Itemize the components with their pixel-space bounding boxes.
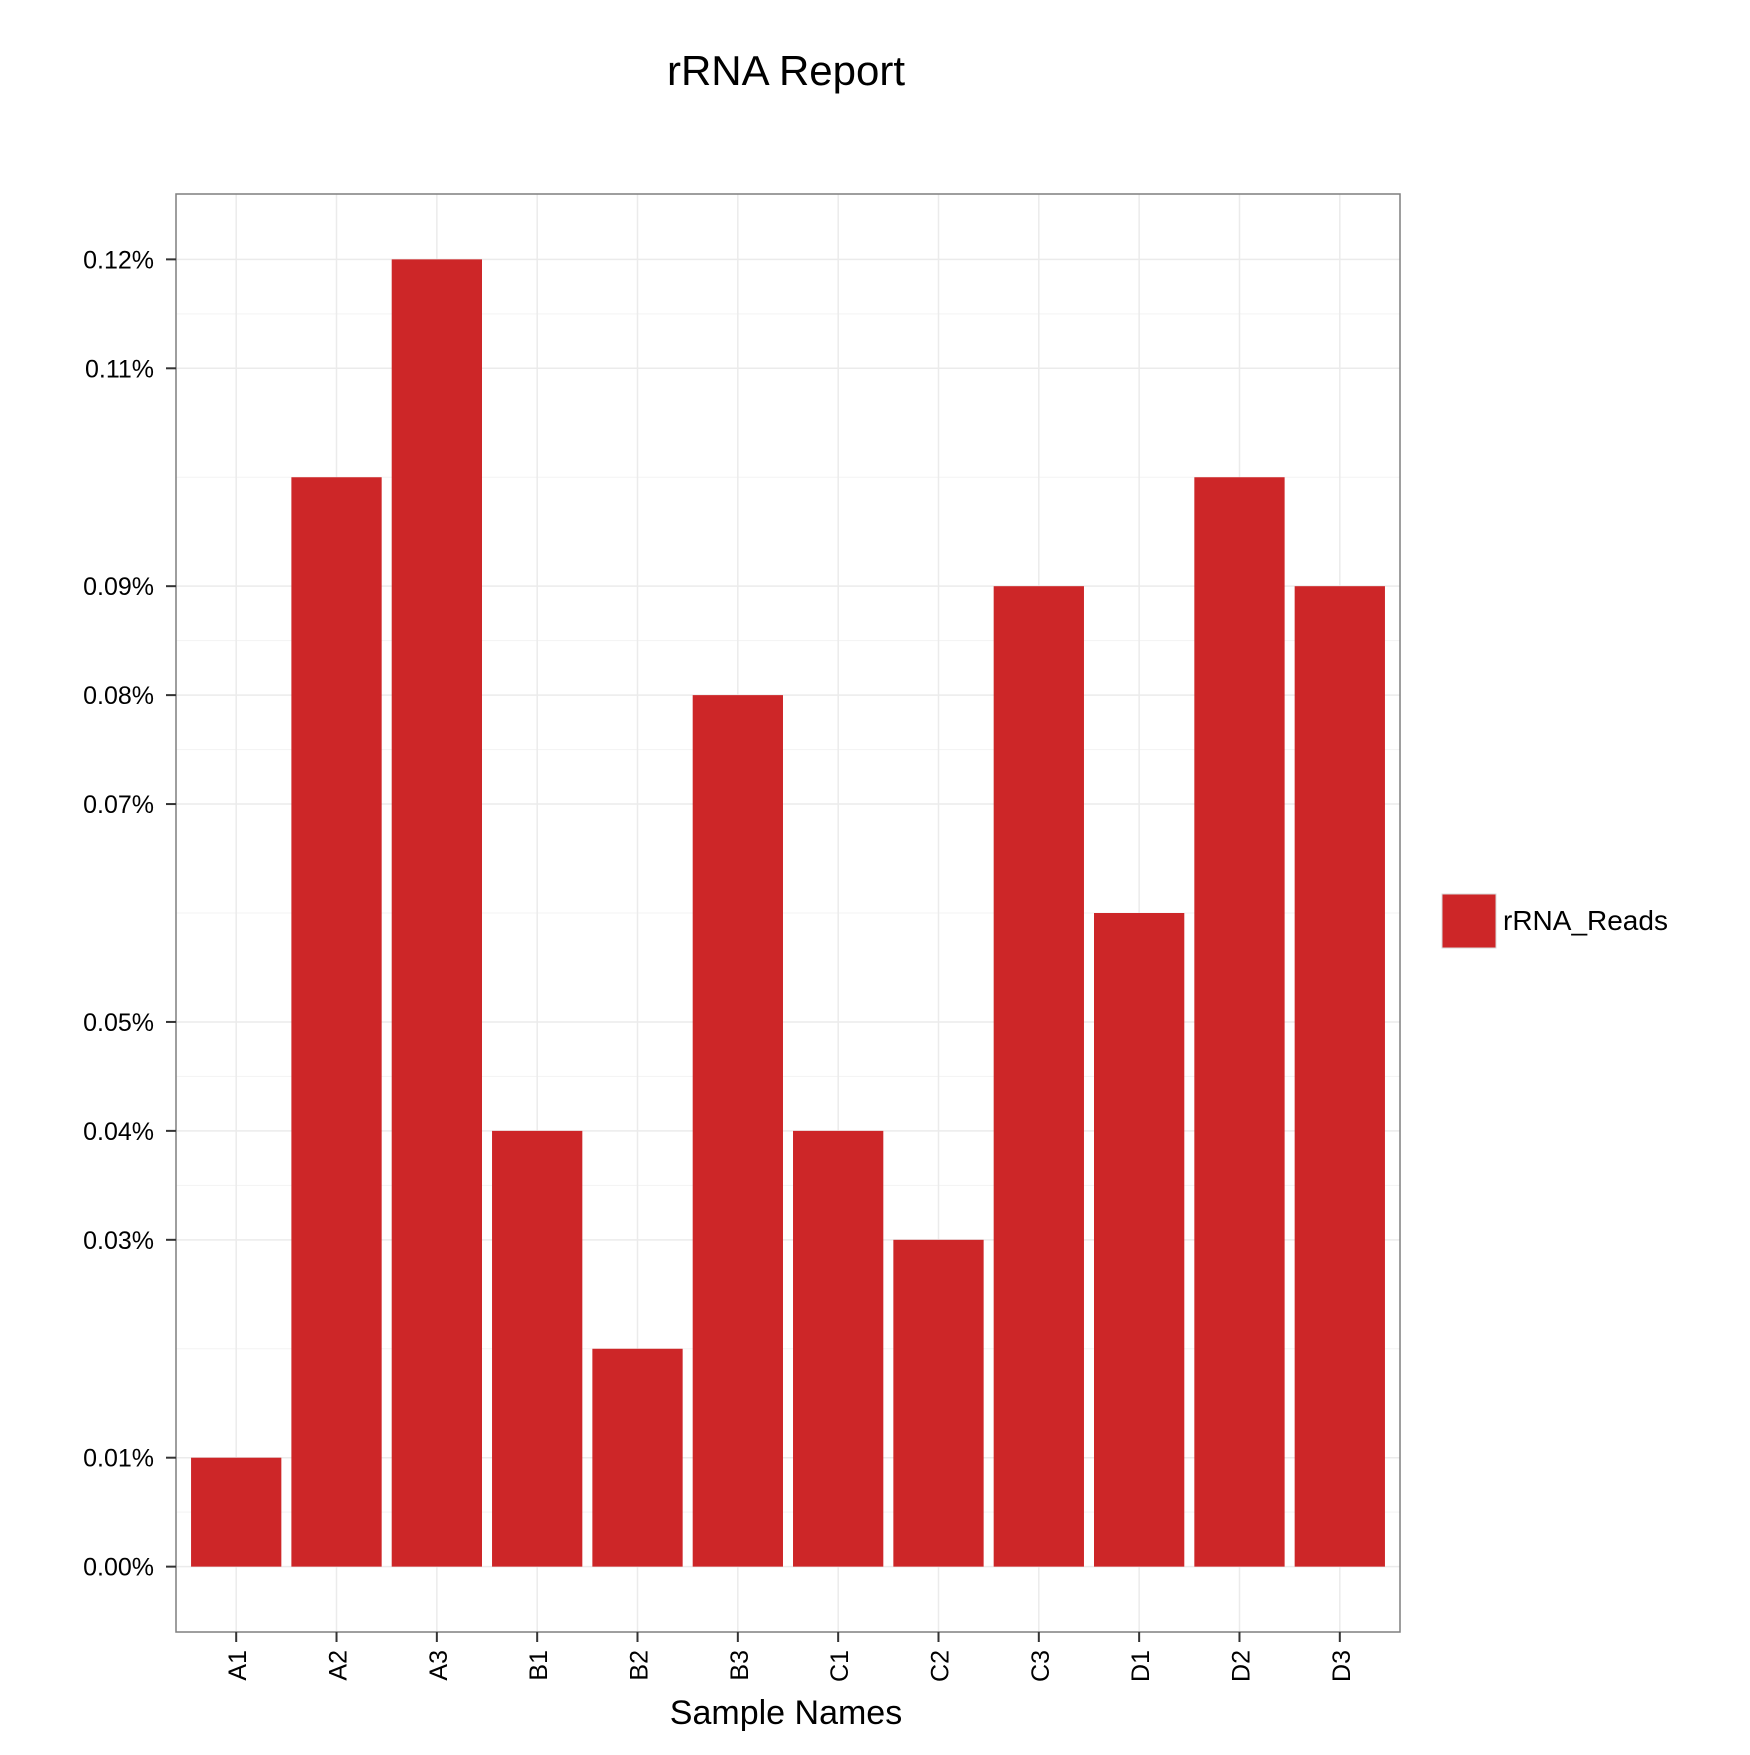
y-tick-label: 0.00% — [83, 1554, 154, 1582]
chart-title: rRNA Report — [667, 47, 905, 94]
plot-panel-border — [175, 193, 1401, 1633]
bar-A1 — [191, 1457, 282, 1567]
y-tick-label: 0.07% — [83, 791, 154, 819]
x-tick-label: B1 — [525, 1650, 553, 1681]
y-tick-label: 0.01% — [83, 1445, 154, 1473]
y-tick-label: 0.09% — [83, 573, 154, 601]
x-tick-label: D1 — [1127, 1650, 1155, 1682]
y-tick-label: 0.08% — [83, 682, 154, 710]
y-tick-label: 0.03% — [83, 1227, 154, 1255]
y-tick-label: 0.04% — [83, 1118, 154, 1146]
bars-layer — [191, 259, 1385, 1567]
x-tick-label: A1 — [224, 1650, 252, 1681]
bar-D1 — [1094, 913, 1185, 1567]
bar-D2 — [1194, 477, 1285, 1567]
x-tick-label: A2 — [325, 1650, 353, 1681]
bar-D3 — [1294, 586, 1385, 1567]
x-tick-label: D3 — [1328, 1650, 1356, 1682]
bar-B1 — [492, 1130, 583, 1567]
y-tick-label: 0.12% — [83, 246, 154, 274]
legend: rRNA_Reads — [1441, 893, 1668, 949]
y-tick-label: 0.05% — [83, 1009, 154, 1037]
x-tick-label: C2 — [926, 1650, 954, 1682]
x-tick-label: A3 — [425, 1650, 453, 1681]
bar-C3 — [993, 586, 1084, 1567]
x-tick-label: C3 — [1027, 1650, 1055, 1682]
y-axis: 0.00% 0.01% 0.03% 0.04% 0.05% 0.07% 0.08% 0.09%… — [83, 246, 176, 1582]
bar-A2 — [291, 477, 382, 1567]
x-tick-label: B2 — [626, 1650, 654, 1681]
x-tick-label: C1 — [826, 1650, 854, 1682]
bar-B2 — [592, 1348, 683, 1567]
bar-C1 — [793, 1130, 884, 1567]
y-tick-label: 0.11% — [85, 355, 154, 383]
x-axis: A1 A2 A3 B1 B2 B3 C1 C2 C3 D1 D2 D3 — [224, 1632, 1356, 1682]
bar-A3 — [391, 259, 482, 1567]
bar-C2 — [893, 1239, 984, 1567]
x-tick-label: D2 — [1227, 1650, 1255, 1682]
legend-swatch-rRNA_Reads — [1441, 893, 1497, 949]
x-axis-title: Sample Names — [670, 1694, 902, 1732]
bar-B3 — [692, 695, 783, 1567]
legend-label-rRNA_Reads: rRNA_Reads — [1503, 905, 1668, 936]
x-tick-label: B3 — [726, 1650, 754, 1681]
